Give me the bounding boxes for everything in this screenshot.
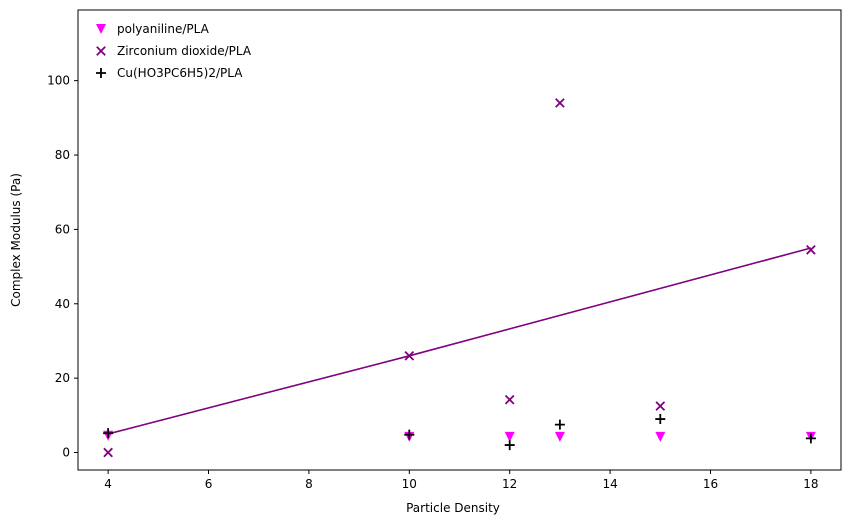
trend-line-group bbox=[107, 247, 812, 435]
data-point-plus bbox=[554, 419, 565, 430]
x-tick-label: 18 bbox=[803, 477, 818, 491]
data-point-triangle-down bbox=[504, 431, 515, 442]
y-tick-label: 20 bbox=[55, 371, 70, 385]
y-tick-label: 0 bbox=[62, 446, 70, 460]
data-point-triangle-down bbox=[554, 431, 565, 442]
data-point-x bbox=[806, 245, 816, 255]
legend-entry-label: Cu(HO3PC6H5)2/PLA bbox=[117, 66, 243, 80]
data-point-plus bbox=[805, 433, 816, 444]
data-point-plus bbox=[504, 440, 515, 451]
y-axis-ticks: 0 20 40 60 80 100 bbox=[47, 74, 78, 460]
data-point-triangle-down bbox=[655, 431, 666, 442]
x-tick-label: 12 bbox=[502, 477, 517, 491]
x-tick-label: 4 bbox=[104, 477, 112, 491]
data-point-plus bbox=[404, 429, 415, 440]
y-tick-label: 60 bbox=[55, 222, 70, 236]
y-axis-label: Complex Modulus (Pa) bbox=[9, 173, 23, 307]
data-point-x bbox=[404, 351, 415, 361]
trend-line bbox=[107, 247, 812, 435]
x-tick-label: 8 bbox=[305, 477, 313, 491]
legend-marker-x bbox=[96, 46, 106, 56]
x-tick-label: 10 bbox=[402, 477, 417, 491]
y-tick-label: 80 bbox=[55, 148, 70, 162]
data-point-x bbox=[504, 394, 515, 405]
data-point-x bbox=[555, 98, 565, 108]
y-tick-label: 40 bbox=[55, 297, 70, 311]
x-axis-ticks: 4 6 8 10 12 14 16 18 bbox=[104, 470, 819, 491]
data-point-x bbox=[655, 401, 666, 411]
x-tick-label: 14 bbox=[602, 477, 617, 491]
data-point-plus bbox=[655, 414, 666, 425]
legend: polyaniline/PLA Zirconium dioxide/PLA Cu(H… bbox=[96, 22, 252, 80]
data-points-group bbox=[103, 98, 816, 458]
data-point-x bbox=[103, 447, 113, 458]
legend-entry-label: polyaniline/PLA bbox=[117, 22, 210, 36]
legend-entry-label: Zirconium dioxide/PLA bbox=[117, 44, 252, 58]
x-tick-label: 6 bbox=[205, 477, 213, 491]
x-axis-label: Particle Density bbox=[406, 501, 500, 515]
plot-frame bbox=[77, 9, 842, 471]
data-point-plus bbox=[103, 428, 114, 439]
legend-marker-triangle-down bbox=[96, 24, 106, 34]
y-tick-label: 100 bbox=[47, 74, 70, 88]
legend-marker-plus bbox=[96, 68, 106, 78]
x-tick-label: 16 bbox=[703, 477, 718, 491]
